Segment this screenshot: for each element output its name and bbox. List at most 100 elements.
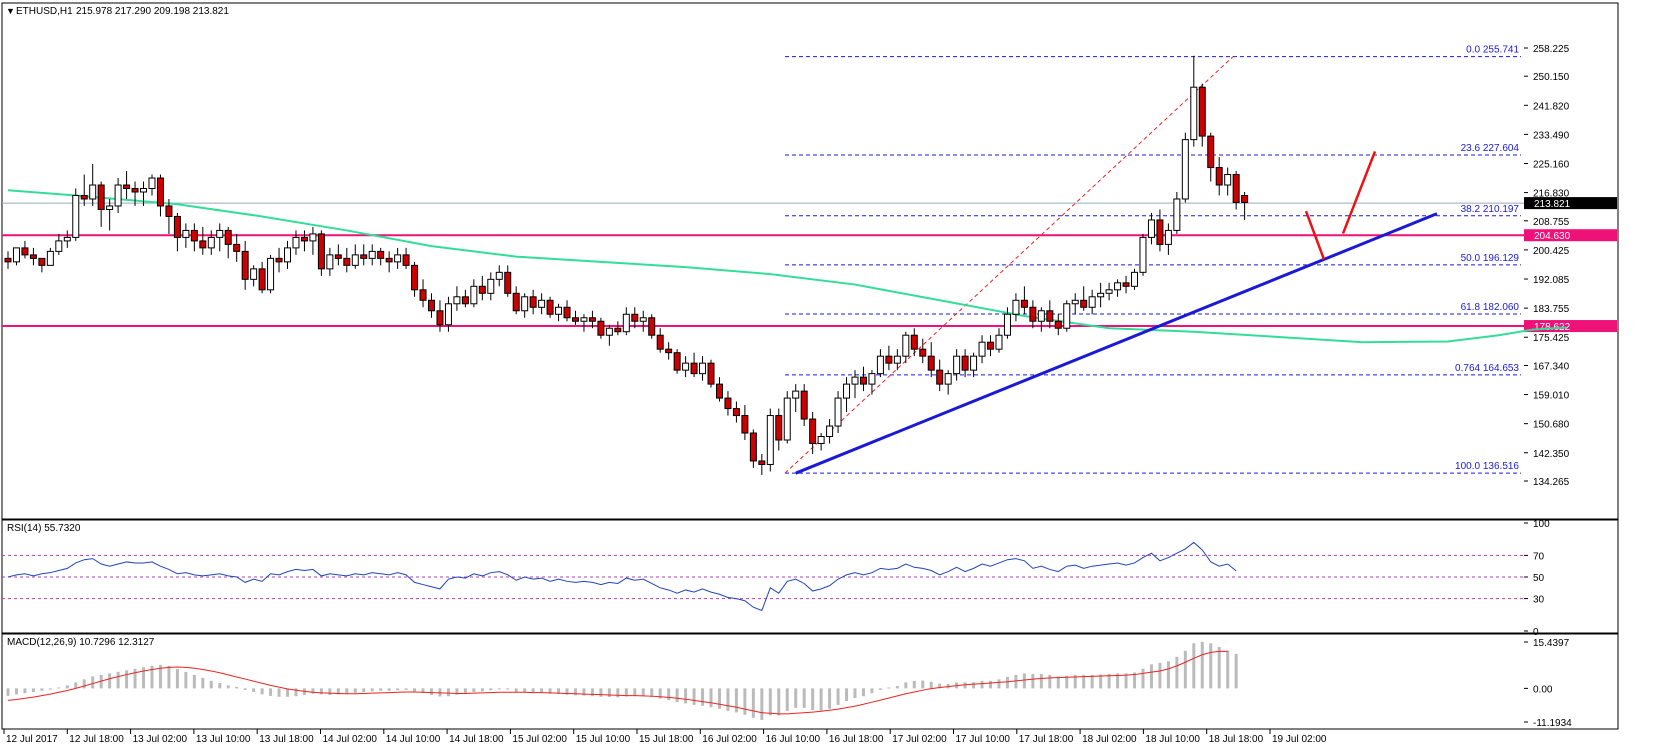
bear-candle [910,334,918,350]
ascending-trendline[interactable] [795,212,1438,475]
bull-candle [182,229,190,238]
macd-histogram-bar [158,664,162,689]
macd-histogram-bar [14,688,18,695]
bear-candle [563,306,571,319]
price-tick-label: 150.680 [1533,420,1570,431]
bear-candle [241,250,249,280]
bear-candle [402,254,410,266]
price-tick-label: 241.820 [1533,101,1570,112]
bear-candle [4,257,12,263]
macd-histogram-bar [836,688,840,705]
macd-histogram-bar [912,680,916,689]
macd-histogram-bar [209,680,213,689]
macd-histogram-bar [878,688,882,690]
bear-candle [343,257,351,266]
macd-histogram-bar [599,688,603,697]
bear-candle [656,334,664,350]
bear-candle [614,327,622,333]
macd-histogram-bar [260,688,264,695]
bull-candle [284,247,292,263]
bear-candle [1029,306,1037,322]
bull-candle [326,254,334,270]
rsi-line [7,541,1237,612]
macd-histogram-bar [396,688,400,691]
ohlc-label: 215.978 217.290 209.198 213.821 [76,6,229,17]
fib-level-label: 50.0 196.129 [1461,253,1520,264]
red-arrow-up[interactable] [1341,151,1377,235]
fib-diagonal[interactable] [784,56,1234,474]
bull-candle [639,317,647,322]
time-tick-label: 18 Jul 02:00 [1082,734,1137,745]
bear-candle [809,418,817,445]
bull-candle [114,184,122,207]
price-tick-label: 208.755 [1533,217,1570,228]
bear-candle [529,296,537,308]
bull-candle [622,313,630,333]
bear-candle [690,362,698,375]
macd-histogram-bar [387,688,391,691]
macd-histogram-bar [74,682,78,689]
macd-histogram-bar [108,673,112,689]
red-arrow-down[interactable] [1304,210,1326,260]
bear-candle [38,257,46,266]
bear-candle [707,362,715,385]
dropdown-arrow-icon[interactable]: ▼ [6,6,15,16]
macd-histogram-bar [404,688,408,690]
macd-histogram-bar [1166,661,1170,689]
macd-histogram-bar [1183,650,1187,689]
symbol-label: ETHUSD,H1 [16,6,73,17]
bear-candle [29,254,37,259]
macd-signal-line [7,650,1228,715]
macd-histogram-bar [413,688,417,692]
macd-histogram-bar [421,688,425,694]
bear-candle [1122,282,1130,287]
bull-candle [1173,198,1181,231]
macd-histogram-bar [684,688,688,704]
bull-candle [953,355,961,375]
bear-candle [80,194,88,200]
fibonacci-retracement[interactable]: 0.0 255.741 23.6 227.604 38.2 210.197 50.0 … [784,45,1521,474]
time-tick-label: 17 Jul 18:00 [1019,734,1074,745]
macd-histogram-bar [286,688,290,697]
macd-histogram-bar [269,688,273,696]
bull-candle [792,390,800,399]
time-tick-label: 13 Jul 10:00 [196,734,251,745]
macd-histogram-bar [201,677,205,689]
bull-candle [292,236,300,249]
macd-histogram-bar [6,688,10,696]
bull-candle [1164,229,1172,245]
bull-candle [250,268,258,280]
bull-candle [1114,282,1122,291]
bull-candle [868,373,876,385]
macd-histogram-bar [523,688,527,693]
macd-histogram-bar [192,674,196,689]
bear-candle [961,355,969,371]
bull-candle [470,285,478,305]
macd-pane[interactable] [1,633,1619,730]
macd-histogram-bar [1234,653,1238,689]
macd-histogram-bar [370,688,374,692]
bear-candle [1054,320,1062,329]
macd-histogram-bar [717,688,721,709]
bear-candle [385,257,393,263]
macd-histogram-bar [430,688,433,695]
bear-candle [631,313,639,322]
trend-lines[interactable] [795,151,1438,475]
bull-candle [783,397,791,441]
bull-candle [978,341,986,357]
bull-candle [453,296,461,305]
macd-histogram-bar [31,688,35,692]
price-tick-label: 258.225 [1533,44,1570,55]
macd-histogram-bar [590,688,594,697]
macd-tick-label: -11.1934 [1533,718,1572,729]
macd-histogram-bar [557,688,561,695]
bull-candle [207,236,215,249]
macd-histogram-bar [480,688,484,692]
macd-tick-label: 0.00 [1533,684,1553,695]
bear-candle [732,408,740,417]
macd-histogram-bar [116,671,120,689]
bear-candle [741,415,749,434]
macd-histogram-bar [1158,662,1162,689]
bear-candle [1156,219,1164,245]
